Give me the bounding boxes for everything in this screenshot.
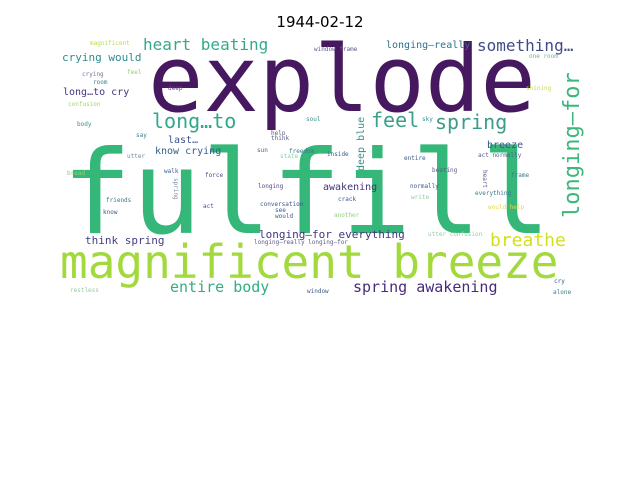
word-cloud-word: body — [77, 121, 92, 128]
word-cloud-word: something… — [477, 36, 573, 55]
chart-title: 1944-02-12 — [276, 13, 363, 31]
word-cloud-word: crying would — [62, 51, 141, 64]
word-cloud-word: inside — [327, 151, 349, 158]
word-cloud-word: crack — [338, 196, 356, 203]
word-cloud-word: beating — [432, 167, 458, 174]
word-cloud-word: help — [271, 130, 286, 137]
word-cloud-word: heart — [481, 170, 488, 188]
word-cloud-word: breeze — [487, 140, 523, 151]
word-cloud-word: crying — [82, 71, 104, 78]
word-cloud-word: conversation — [260, 201, 304, 208]
word-cloud-word: entire — [404, 155, 426, 162]
word-cloud-word: restless — [70, 287, 99, 294]
word-cloud-word: see — [275, 207, 286, 214]
word-cloud-word: window — [307, 288, 329, 295]
word-cloud-word: say — [136, 132, 147, 139]
word-cloud-word: longing — [258, 183, 284, 190]
word-cloud-word: act — [203, 203, 214, 210]
word-cloud-word: longing—for — [560, 72, 585, 218]
word-cloud-word: longing—really longing—for — [254, 239, 348, 246]
word-cloud-word: walk — [164, 168, 179, 175]
word-cloud-word: act normally — [478, 152, 522, 159]
word-cloud-word: long…to — [152, 109, 236, 133]
word-cloud-word: know — [103, 209, 118, 216]
word-cloud-word: would help — [488, 204, 525, 211]
word-cloud-word: magnificent — [90, 40, 130, 47]
word-cloud-word: longing—for everything — [259, 228, 405, 241]
word-cloud-word: cry — [554, 278, 565, 285]
word-cloud-word: think spring — [85, 234, 164, 247]
word-cloud-word: utter confusion — [428, 231, 483, 238]
word-cloud-word: one room — [529, 53, 558, 60]
word-cloud-word: fulfill — [62, 126, 551, 261]
word-cloud-word: magnificent breeze — [60, 235, 559, 289]
word-cloud-word: feel — [127, 69, 142, 76]
word-cloud-word: know crying — [155, 146, 221, 157]
word-cloud-word: write — [411, 194, 429, 201]
word-cloud-word: alone — [553, 289, 571, 296]
word-cloud-word: spring awakening — [353, 278, 498, 296]
word-cloud-word: sky — [422, 116, 433, 123]
word-cloud-word: normally — [410, 183, 439, 190]
word-cloud-word: room — [93, 79, 108, 86]
word-cloud-word: would — [275, 213, 293, 220]
word-cloud-word: confusion — [68, 101, 101, 108]
word-cloud-word: long…to cry — [63, 87, 129, 98]
word-cloud-word: awakening — [323, 182, 377, 193]
word-cloud-word: sun — [257, 147, 268, 154]
word-cloud-word: freedom — [289, 148, 315, 155]
word-cloud-word: spring — [435, 110, 507, 134]
word-cloud-word: soul — [306, 116, 321, 123]
word-cloud-word: deep — [168, 85, 183, 92]
word-cloud-word: longing—really — [386, 40, 470, 51]
word-cloud-word: spring — [172, 178, 179, 200]
word-cloud-word: state — [280, 153, 298, 160]
word-cloud-word: last… — [168, 135, 198, 146]
word-cloud-word: deep blue — [356, 117, 367, 171]
word-cloud-word: think — [271, 135, 289, 142]
word-cloud-word: bread — [67, 170, 85, 177]
word-cloud-word: force — [205, 172, 223, 179]
word-cloud-word: heart beating — [143, 35, 268, 54]
word-cloud-word: window frame — [314, 46, 358, 53]
word-cloud-word: another — [334, 212, 360, 219]
word-cloud-word: frame — [511, 172, 529, 179]
word-cloud-word: breathe — [490, 230, 566, 251]
word-cloud-word: friends — [106, 197, 132, 204]
word-cloud-word: shining — [526, 85, 552, 92]
word-cloud-word: explode — [148, 26, 536, 133]
word-cloud-word: feel — [371, 108, 419, 132]
word-cloud-word: everything — [475, 190, 512, 197]
word-cloud-word: utter — [127, 153, 145, 160]
word-cloud-word: entire body — [170, 278, 269, 296]
